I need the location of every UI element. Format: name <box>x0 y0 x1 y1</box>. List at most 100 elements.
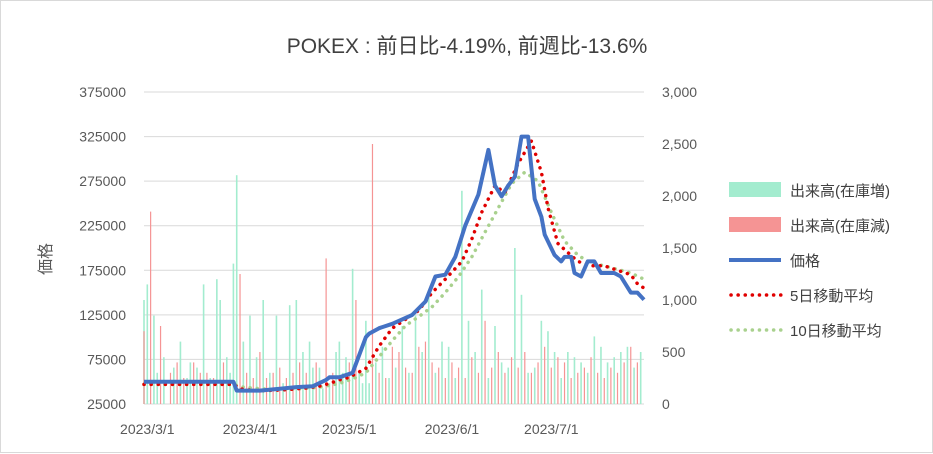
volume-decrease-bar <box>246 372 248 404</box>
volume-decrease-bar <box>563 362 566 404</box>
volume-decrease-bar <box>471 357 473 404</box>
volume-decrease-bar <box>279 367 281 404</box>
volume-increase-bars <box>143 175 642 404</box>
volume-increase-bar <box>262 300 265 404</box>
volume-increase-bar <box>351 268 354 404</box>
y2-tick-label: 0 <box>662 396 670 412</box>
chart-title: POKEX : 前日比-4.19%, 前週比-13.6% <box>287 35 648 58</box>
volume-increase-bar <box>288 305 291 404</box>
volume-decrease-bar <box>299 362 301 404</box>
x-tick-label: 2023/5/1 <box>322 421 377 437</box>
legend-label: 価格 <box>790 253 820 270</box>
volume-increase-bar <box>467 320 470 404</box>
volume-decrease-bar <box>537 362 539 404</box>
volume-decrease-bar <box>424 341 427 404</box>
y-tick-label: 125000 <box>79 307 126 323</box>
volume-increase-bar <box>580 362 582 404</box>
volume-increase-bar <box>249 315 251 404</box>
y-tick-label: 25000 <box>87 396 126 412</box>
volume-increase-bar <box>358 372 361 404</box>
legend-label: 出来高(在庫減) <box>790 218 890 235</box>
ma5-line <box>142 136 646 393</box>
volume-decrease-bar <box>348 362 350 404</box>
volume-decrease-bar <box>150 211 152 404</box>
volume-increase-bar <box>560 378 563 404</box>
volume-increase-bar <box>520 294 523 404</box>
volume-decrease-bar <box>510 357 513 404</box>
volume-increase-bar <box>593 336 596 404</box>
volume-increase-bar <box>441 341 443 404</box>
volume-increase-bar <box>361 383 364 404</box>
legend-swatch <box>729 217 781 232</box>
volume-decrease-bar <box>391 346 393 404</box>
volume-increase-bar <box>308 341 311 404</box>
volume-decrease-bar <box>404 367 407 404</box>
volume-increase-bar <box>328 383 331 404</box>
volume-decrease-bar <box>385 378 387 404</box>
volume-increase-bar <box>507 367 510 404</box>
y-tick-label: 75000 <box>87 351 126 367</box>
volume-decrease-bar <box>325 258 327 404</box>
y-tick-label: 175000 <box>79 262 126 278</box>
series-lines <box>142 134 646 393</box>
volume-increase-bar <box>322 388 324 404</box>
volume-decrease-bar <box>477 372 480 404</box>
volume-decrease-bar <box>159 326 162 404</box>
volume-increase-bar <box>146 284 149 404</box>
volume-increase-bar <box>365 320 367 404</box>
volume-increase-bar <box>461 190 463 404</box>
x-axis-ticks: 2023/3/1 2023/4/1 2023/5/1 2023/6/1 2023/7/1 <box>120 421 579 437</box>
volume-increase-bar <box>573 357 576 404</box>
volume-increase-bar <box>179 341 182 404</box>
volume-decrease-bar <box>464 378 466 404</box>
volume-increase-bar <box>216 279 218 404</box>
legend-label: 10日移動平均 <box>790 323 882 340</box>
volume-increase-bar <box>427 294 430 404</box>
y-tick-label: 375000 <box>79 84 126 100</box>
volume-decrease-bar <box>544 346 546 404</box>
volume-decrease-bar <box>206 372 208 404</box>
volume-decrease-bar <box>570 378 572 404</box>
y-tick-label: 225000 <box>79 218 126 234</box>
volume-increase-bar <box>434 372 437 404</box>
volume-increase-bar <box>282 383 284 404</box>
x-tick-label: 2023/3/1 <box>120 421 175 437</box>
volume-increase-bar <box>480 289 483 404</box>
y2-tick-label: 3,000 <box>662 84 697 100</box>
volume-decrease-bar <box>630 346 632 404</box>
volume-decrease-bar <box>623 362 625 404</box>
volume-decrease-bar <box>143 331 145 404</box>
y2-tick-label: 1,500 <box>662 240 697 256</box>
grid-lines <box>144 91 644 405</box>
volume-increase-bar <box>235 175 238 404</box>
volume-decrease-bar <box>583 367 585 404</box>
volume-increase-bar <box>202 284 205 404</box>
volume-decrease-bar <box>597 372 599 404</box>
volume-decrease-bar <box>438 367 440 404</box>
volume-decrease-bar <box>497 352 499 404</box>
legend-label: 5日移動平均 <box>790 288 873 305</box>
y2-tick-label: 500 <box>662 344 686 360</box>
y-tick-label: 275000 <box>79 173 126 189</box>
volume-decrease-bar <box>398 352 400 404</box>
volume-decrease-bar <box>451 362 453 404</box>
volume-decrease-bar <box>371 144 374 404</box>
volume-decrease-bar <box>411 372 413 404</box>
volume-decrease-bar <box>259 352 261 404</box>
volume-increase-bar <box>527 372 529 404</box>
volume-decrease-bar <box>524 352 526 404</box>
volume-decrease-bar <box>530 372 533 404</box>
volume-decrease-bar <box>504 372 506 404</box>
volume-increase-bar <box>341 372 344 404</box>
y-tick-label: 325000 <box>79 129 126 145</box>
volume-increase-bar <box>401 326 404 404</box>
volume-increase-bar <box>408 372 410 404</box>
volume-decrease-bar <box>169 372 172 404</box>
volume-increase-bar <box>414 315 417 404</box>
volume-decrease-bar <box>239 274 241 404</box>
volume-increase-bar <box>514 248 516 404</box>
volume-decrease-bar <box>378 372 380 404</box>
volume-increase-bar <box>586 372 589 404</box>
volume-decrease-bar <box>577 372 579 404</box>
